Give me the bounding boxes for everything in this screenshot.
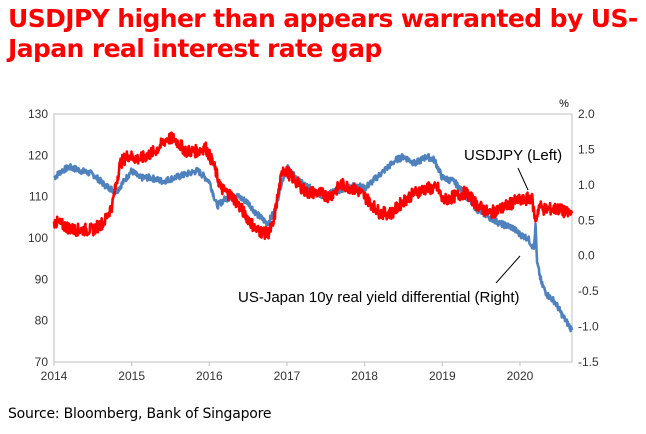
left-tick-label: 90 <box>35 272 49 286</box>
right-tick-label: -1.0 <box>578 320 599 334</box>
plot-frame <box>53 113 573 363</box>
right-tick-label: 1.0 <box>578 178 595 192</box>
chart-title: USDJPY higher than appears warranted by … <box>8 4 638 63</box>
left-tick-label: 120 <box>28 148 48 162</box>
x-tick-label: 2018 <box>351 369 378 383</box>
left-tick-label: 130 <box>28 107 48 121</box>
left-tick-label: 70 <box>35 355 49 369</box>
right-tick-label: 1.5 <box>578 142 595 156</box>
annotation-real-yield-arrow <box>495 255 521 284</box>
x-tick-label: 2014 <box>41 369 68 383</box>
right-tick-label: 0.0 <box>578 249 595 263</box>
right-axis-unit: % <box>559 98 569 110</box>
right-tick-label: -1.5 <box>578 355 599 369</box>
x-tick-label: 2016 <box>196 369 223 383</box>
right-tick-label: -0.5 <box>578 284 599 298</box>
series-usdjpy-line <box>52 131 574 241</box>
annotation-usdjpy-arrow <box>517 167 529 191</box>
left-tick-label: 80 <box>35 314 49 328</box>
right-tick-label: 0.5 <box>578 213 595 227</box>
annotation-usdjpy: USDJPY (Left) <box>464 147 562 164</box>
x-tick-label: 2019 <box>429 369 456 383</box>
right-tick-label: 2.0 <box>578 107 595 121</box>
chart-lines <box>52 131 574 333</box>
x-tick-label: 2015 <box>118 369 145 383</box>
chart-axes: 130 120 110 100 90 80 70 2.0 1.5 1.0 0.5 0.0 -0.5 -1.… <box>28 107 599 383</box>
x-tick-label: 2017 <box>274 369 301 383</box>
left-tick-label: 100 <box>28 231 48 245</box>
left-tick-label: 110 <box>29 190 48 204</box>
source-note: Source: Bloomberg, Bank of Singapore <box>8 406 272 422</box>
x-tick-label: 2020 <box>507 369 534 383</box>
annotation-real-yield: US-Japan 10y real yield differential (Ri… <box>238 289 520 306</box>
